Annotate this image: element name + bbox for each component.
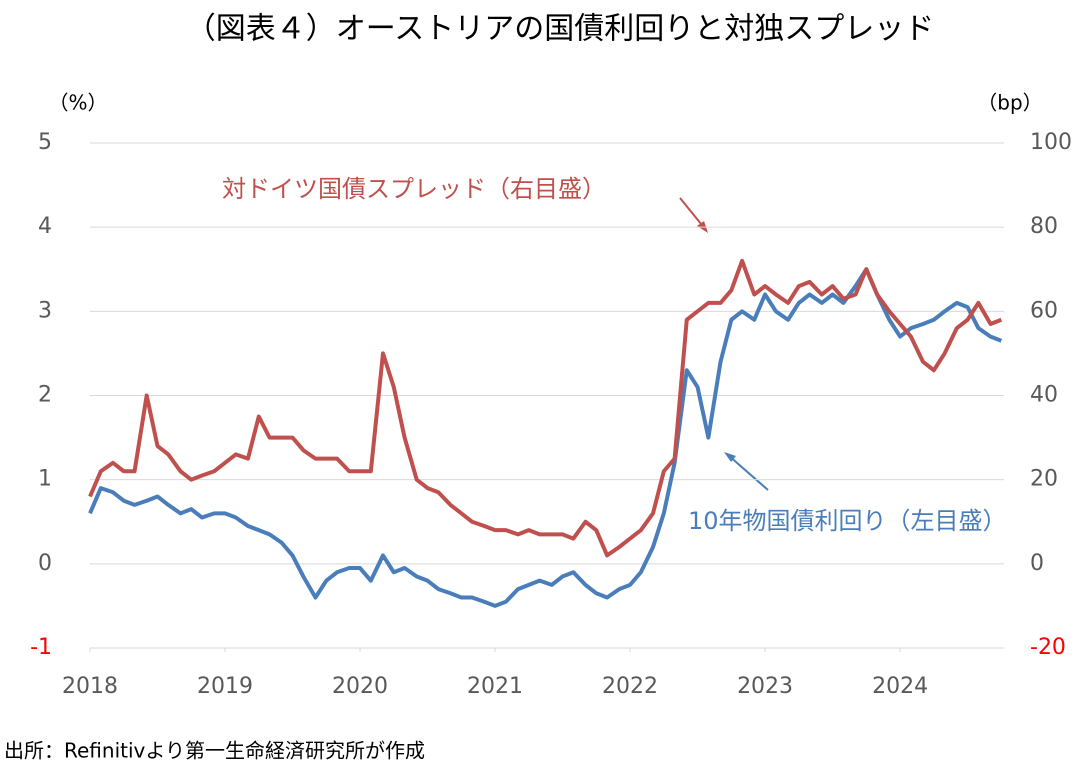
x-tick-label: 2023 xyxy=(737,674,793,699)
y-tick-label: 0 xyxy=(38,551,52,576)
y-tick-label: 1 xyxy=(38,467,52,492)
annotation-arrowhead xyxy=(724,452,736,462)
y2-tick-label: -20 xyxy=(1030,635,1066,660)
y2-tick-label: 100 xyxy=(1030,130,1072,155)
y-tick-label: 2 xyxy=(38,383,52,408)
series-line xyxy=(88,258,1003,558)
x-tick-label: 2021 xyxy=(467,674,523,699)
x-tick-label: 2024 xyxy=(872,674,928,699)
y-tick-label: 5 xyxy=(38,130,52,155)
chart-title: （図表４）オーストリアの国債利回りと対独スプレッド xyxy=(186,12,935,47)
y2-tick-label: 80 xyxy=(1030,214,1058,239)
y-tick-label: -1 xyxy=(30,635,52,660)
y2-tick-label: 20 xyxy=(1030,467,1058,492)
series-line xyxy=(88,267,1003,608)
y2-tick-label: 40 xyxy=(1030,383,1058,408)
annotation: 対ドイツ国債スプレッド（右目盛） xyxy=(222,175,606,203)
x-tick-label: 2019 xyxy=(197,674,253,699)
y2-tick-label: 60 xyxy=(1030,298,1058,323)
y2-tick-label: 0 xyxy=(1030,551,1044,576)
source-note: 出所：Refinitivより第一生命経済研究所が作成 xyxy=(4,739,425,763)
annotation: 10年物国債利回り（左目盛） xyxy=(688,507,1007,535)
y-tick-label: 3 xyxy=(38,298,52,323)
x-tick-label: 2018 xyxy=(62,674,118,699)
y-axis-label: （%） xyxy=(48,91,107,115)
y-tick-label: 4 xyxy=(38,214,52,239)
y2-axis-label: （bp） xyxy=(977,91,1042,115)
x-tick-label: 2022 xyxy=(602,674,658,699)
x-tick-label: 2020 xyxy=(332,674,388,699)
annotation-arrow xyxy=(727,454,769,491)
